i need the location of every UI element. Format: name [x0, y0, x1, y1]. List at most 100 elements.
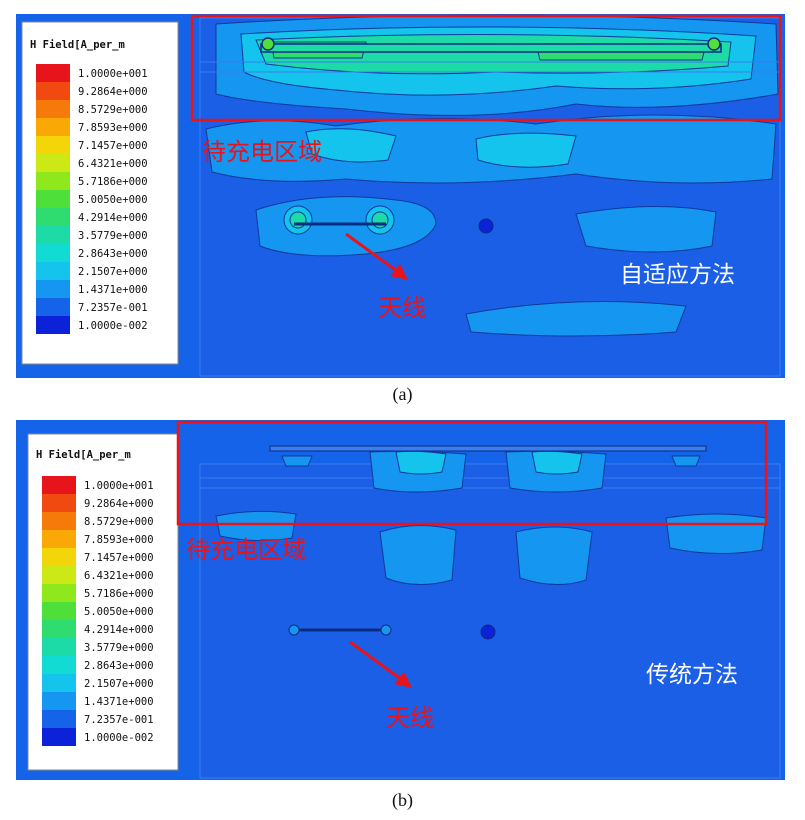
legend-label: 7.2357e-001 [78, 302, 148, 314]
field-plot-a: H Field[A_per_m 1.0000e+001 9.2864e+000 8.… [16, 14, 785, 378]
legend-swatch [42, 494, 76, 512]
contour-region [515, 526, 593, 586]
legend-label: 7.2357e-001 [84, 714, 154, 726]
antenna-arrow [349, 640, 403, 682]
legend: H Field[A_per_m 1.0000e+001 9.2864e+000 8.… [27, 433, 179, 771]
legend-swatch [36, 190, 70, 208]
coil-plate [260, 43, 722, 53]
legend-label: 2.1507e+000 [84, 678, 154, 690]
legend-scale: 1.0000e+001 9.2864e+000 8.5729e+000 7.8593e… [36, 64, 148, 334]
antenna-arrowhead [390, 264, 408, 280]
contour-region [465, 301, 687, 337]
legend-swatch [36, 316, 70, 334]
charging-region-box [190, 14, 782, 122]
legend-swatch [36, 172, 70, 190]
legend-swatch [36, 118, 70, 136]
legend-label: 2.1507e+000 [78, 266, 148, 278]
contour-region [379, 524, 457, 586]
legend-label: 3.5779e+000 [78, 230, 148, 242]
legend-swatch [36, 154, 70, 172]
legend-label: 7.8593e+000 [84, 534, 154, 546]
contour-region [281, 455, 313, 467]
legend-swatch [42, 728, 76, 746]
contour-region [665, 513, 767, 555]
legend-label: 4.2914e+000 [84, 624, 154, 636]
legend-label: 1.0000e-002 [84, 732, 154, 744]
contour-region [215, 510, 297, 542]
legend-label: 6.4321e+000 [78, 158, 148, 170]
legend-swatch [42, 512, 76, 530]
legend-label: 7.8593e+000 [78, 122, 148, 134]
legend-title: H Field[A_per_m [36, 449, 131, 461]
legend-label: 6.4321e+000 [84, 570, 154, 582]
legend-label: 9.2864e+000 [78, 86, 148, 98]
legend-swatch [42, 566, 76, 584]
antenna-arrowhead [394, 672, 412, 688]
contour-region [305, 128, 397, 163]
charging-region-box [176, 420, 768, 526]
coil-plate [269, 445, 707, 452]
legend-swatch [36, 100, 70, 118]
contour-region [671, 455, 701, 467]
antenna-label: 天线 [386, 704, 434, 732]
legend-swatch [42, 674, 76, 692]
legend-label: 7.1457e+000 [78, 140, 148, 152]
legend-label: 3.5779e+000 [84, 642, 154, 654]
charging-region-label: 待充电区域 [186, 536, 306, 564]
antenna-terminal [380, 624, 392, 636]
antenna-hotspot [289, 211, 307, 229]
legend-label: 8.5729e+000 [84, 516, 154, 528]
legend-label: 5.7186e+000 [78, 176, 148, 188]
legend-swatch [42, 692, 76, 710]
panel-a: H Field[A_per_m 1.0000e+001 9.2864e+000 8.… [16, 14, 785, 378]
legend-title: H Field[A_per_m [30, 39, 125, 51]
probe-point [478, 218, 494, 234]
probe-point [480, 624, 496, 640]
legend-swatch [36, 298, 70, 316]
legend-label: 2.8643e+000 [84, 660, 154, 672]
legend-swatch [42, 530, 76, 548]
legend-label: 4.2914e+000 [78, 212, 148, 224]
antenna-arrow [345, 232, 399, 274]
caption-a: (a) [392, 384, 413, 404]
legend-swatch [36, 64, 70, 82]
legend-label: 5.7186e+000 [84, 588, 154, 600]
legend-swatch [36, 226, 70, 244]
legend-swatch [42, 710, 76, 728]
legend-swatch [42, 602, 76, 620]
legend-swatch [42, 620, 76, 638]
legend-label: 1.0000e+001 [78, 68, 148, 80]
legend-swatch [42, 584, 76, 602]
legend-label: 7.1457e+000 [84, 552, 154, 564]
legend-label: 2.8643e+000 [78, 248, 148, 260]
contour-region [395, 450, 447, 475]
legend: H Field[A_per_m 1.0000e+001 9.2864e+000 8.… [21, 21, 179, 365]
field-plot-b: H Field[A_per_m 1.0000e+001 9.2864e+000 8.… [16, 420, 785, 780]
legend-swatch [42, 548, 76, 566]
legend-label: 1.4371e+000 [84, 696, 154, 708]
legend-swatch [36, 82, 70, 100]
contour-region [531, 450, 583, 475]
legend-label: 5.0050e+000 [84, 606, 154, 618]
caption-b: (b) [392, 790, 413, 810]
legend-swatch [42, 656, 76, 674]
panel-b: H Field[A_per_m 1.0000e+001 9.2864e+000 8.… [16, 420, 785, 780]
charging-region-label: 待充电区域 [202, 138, 322, 166]
legend-swatch [36, 262, 70, 280]
legend-swatch [36, 208, 70, 226]
legend-swatch [36, 136, 70, 154]
simulation-domain [199, 463, 781, 779]
legend-label: 1.0000e+001 [84, 480, 154, 492]
legend-label: 9.2864e+000 [84, 498, 154, 510]
contour-region [575, 206, 717, 253]
contour-region [475, 132, 577, 168]
antenna-label: 天线 [378, 294, 426, 322]
legend-swatch [42, 476, 76, 494]
antenna-hotspot [371, 211, 389, 229]
coil-terminal [707, 37, 721, 51]
legend-label: 1.0000e-002 [78, 320, 148, 332]
legend-swatch [42, 638, 76, 656]
legend-swatch [36, 244, 70, 262]
method-label: 自适应方法 [620, 262, 735, 288]
antenna-terminal [288, 624, 300, 636]
